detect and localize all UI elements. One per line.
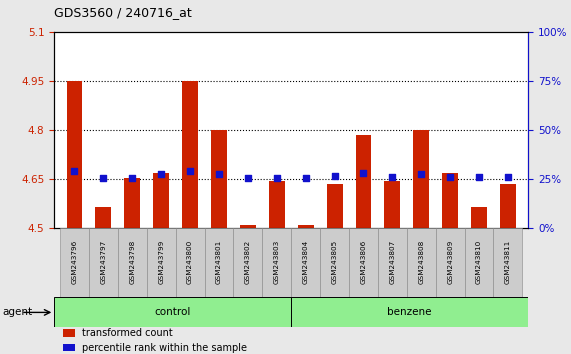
Point	[417, 171, 426, 177]
Legend: transformed count, percentile rank within the sample: transformed count, percentile rank withi…	[59, 324, 251, 354]
Point	[214, 171, 223, 177]
Bar	[240, 225, 256, 228]
Bar	[147, 228, 176, 297]
Text: GSM243809: GSM243809	[447, 239, 453, 284]
Bar	[297, 225, 313, 228]
Bar	[211, 130, 227, 228]
Bar	[291, 228, 320, 297]
Bar	[327, 184, 343, 228]
Bar	[378, 228, 407, 297]
Bar	[356, 135, 371, 228]
Text: GSM243799: GSM243799	[158, 239, 164, 284]
Bar	[465, 228, 493, 297]
Text: benzene: benzene	[388, 307, 432, 318]
Bar	[54, 297, 291, 327]
Text: GSM243797: GSM243797	[100, 239, 106, 284]
Bar	[291, 297, 528, 327]
Text: GSM243806: GSM243806	[360, 239, 367, 284]
Bar	[471, 207, 487, 228]
Bar	[182, 81, 198, 228]
Point	[301, 175, 310, 181]
Bar	[176, 228, 204, 297]
Text: GSM243805: GSM243805	[332, 239, 337, 284]
Text: GSM243807: GSM243807	[389, 239, 395, 284]
Text: GSM243796: GSM243796	[71, 239, 78, 284]
Text: GSM243810: GSM243810	[476, 239, 482, 284]
Bar	[234, 228, 262, 297]
Point	[70, 168, 79, 174]
Point	[504, 174, 513, 179]
Bar	[153, 173, 169, 228]
Text: GSM243804: GSM243804	[303, 239, 309, 284]
Bar	[262, 228, 291, 297]
Text: GSM243801: GSM243801	[216, 239, 222, 284]
Point	[186, 168, 195, 174]
Bar	[349, 228, 378, 297]
Bar	[124, 178, 140, 228]
Point	[359, 170, 368, 176]
Point	[243, 175, 252, 181]
Text: GSM243803: GSM243803	[274, 239, 280, 284]
Bar	[442, 173, 458, 228]
Point	[388, 174, 397, 179]
Point	[156, 171, 166, 177]
Text: control: control	[155, 307, 191, 318]
Bar	[320, 228, 349, 297]
Bar	[269, 181, 285, 228]
Bar	[95, 207, 111, 228]
Bar	[413, 130, 429, 228]
Text: GSM243811: GSM243811	[505, 239, 511, 284]
Bar	[89, 228, 118, 297]
Bar	[118, 228, 147, 297]
Point	[445, 174, 455, 179]
Text: GSM243800: GSM243800	[187, 239, 193, 284]
Bar	[407, 228, 436, 297]
Point	[272, 175, 282, 181]
Text: GSM243798: GSM243798	[129, 239, 135, 284]
Bar	[493, 228, 522, 297]
Point	[128, 175, 137, 181]
Point	[99, 175, 108, 181]
Bar	[204, 228, 234, 297]
Text: GDS3560 / 240716_at: GDS3560 / 240716_at	[54, 6, 192, 19]
Text: GSM243802: GSM243802	[245, 239, 251, 284]
Bar	[60, 228, 89, 297]
Bar	[384, 181, 400, 228]
Point	[330, 173, 339, 179]
Bar	[436, 228, 465, 297]
Text: GSM243808: GSM243808	[418, 239, 424, 284]
Bar	[67, 81, 82, 228]
Bar	[500, 184, 516, 228]
Text: agent: agent	[3, 307, 33, 318]
Point	[475, 174, 484, 179]
